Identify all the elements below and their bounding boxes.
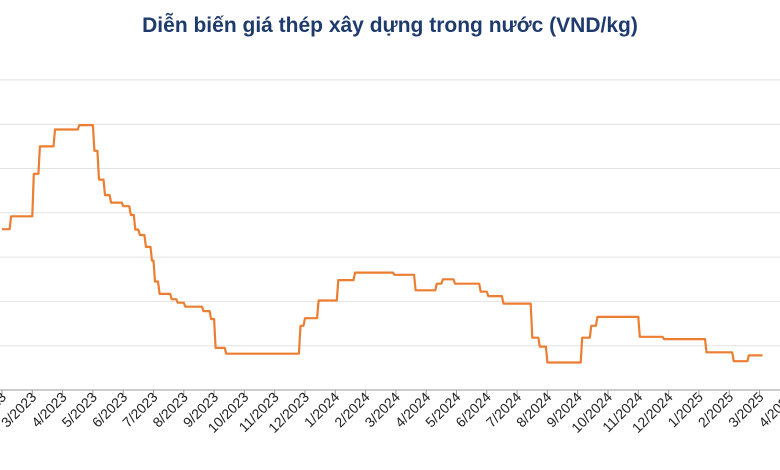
gridlines [0,79,780,347]
series-layer [2,123,763,364]
x-tick-labels: 2/20233/20234/20235/20236/20237/20238/20… [0,389,780,436]
series-line [2,123,763,364]
chart-title: Diễn biến giá thép xây dựng trong nước (… [142,14,638,37]
